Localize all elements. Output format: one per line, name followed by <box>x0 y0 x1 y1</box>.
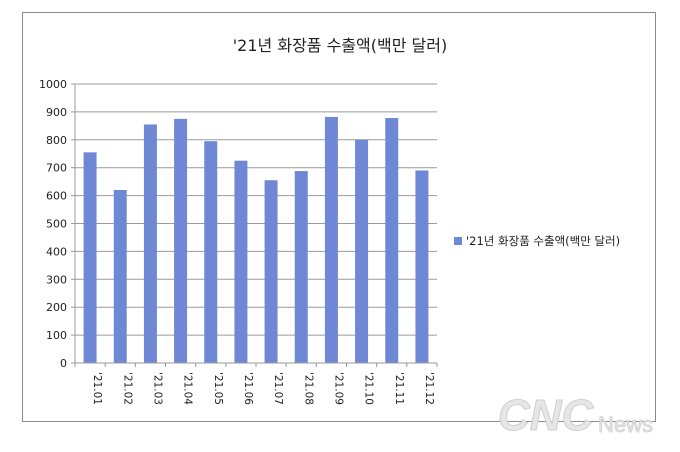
bar <box>324 116 338 363</box>
chart-frame: '21년 화장품 수출액(백만 달러) 0 100 200 300 400 500 600 7… <box>22 12 656 422</box>
legend-label: '21년 화장품 수출액(백만 달러) <box>466 234 620 248</box>
watermark-brand: CNC <box>498 391 595 440</box>
x-tick-label: '21.09 <box>332 372 344 405</box>
bar <box>174 118 188 363</box>
x-tick-label: '21.10 <box>363 372 375 405</box>
y-tick-label: 900 <box>46 106 67 119</box>
y-tick-label: 300 <box>46 273 67 286</box>
y-tick-label: 500 <box>46 218 67 231</box>
cnc-news-watermark: CNC News <box>498 391 654 441</box>
x-tick-label: '21.11 <box>393 372 405 405</box>
x-tick-label: '21.08 <box>302 372 314 405</box>
x-tick-label: '21.01 <box>91 372 103 405</box>
bar <box>264 180 278 363</box>
bar <box>83 152 97 363</box>
grid-layer <box>75 83 437 364</box>
x-tick-label: '21.04 <box>182 372 194 405</box>
y-tick-label: 0 <box>60 357 67 370</box>
chart-title: '21년 화장품 수출액(백만 달러) <box>233 36 447 55</box>
x-tick-label: '21.02 <box>121 372 133 405</box>
y-axis: 0 100 200 300 400 500 600 700 800 900 1000 <box>39 78 76 370</box>
bar <box>355 139 369 363</box>
y-tick-label: 700 <box>46 162 67 175</box>
legend-swatch <box>454 237 462 245</box>
x-tick-label: '21.03 <box>151 372 163 405</box>
watermark-suffix: News <box>598 412 653 437</box>
bar <box>143 124 157 363</box>
x-tick-label: '21.06 <box>242 372 254 405</box>
bar <box>204 141 218 363</box>
x-tick-label: '21.12 <box>423 372 435 405</box>
bar <box>113 190 127 363</box>
y-tick-label: 100 <box>46 329 67 342</box>
y-tick-label: 800 <box>46 134 67 147</box>
bar <box>415 170 429 363</box>
x-tick-label: '21.05 <box>212 372 224 405</box>
bar <box>385 118 399 364</box>
x-tick-label: '21.07 <box>272 372 284 405</box>
y-tick-label: 600 <box>46 190 67 203</box>
y-tick-label: 400 <box>46 245 67 258</box>
y-tick-label: 1000 <box>39 78 67 91</box>
y-tick-label: 200 <box>46 301 67 314</box>
legend: '21년 화장품 수출액(백만 달러) <box>454 234 620 248</box>
bar-chart: '21년 화장품 수출액(백만 달러) 0 100 200 300 400 500 600 7… <box>39 36 620 405</box>
x-axis: '21.01 '21.02 '21.03 '21.04 '21.05 '21.06 '21.… <box>74 362 438 405</box>
bar-series <box>83 116 429 364</box>
bar <box>294 171 308 363</box>
bar <box>234 160 248 363</box>
